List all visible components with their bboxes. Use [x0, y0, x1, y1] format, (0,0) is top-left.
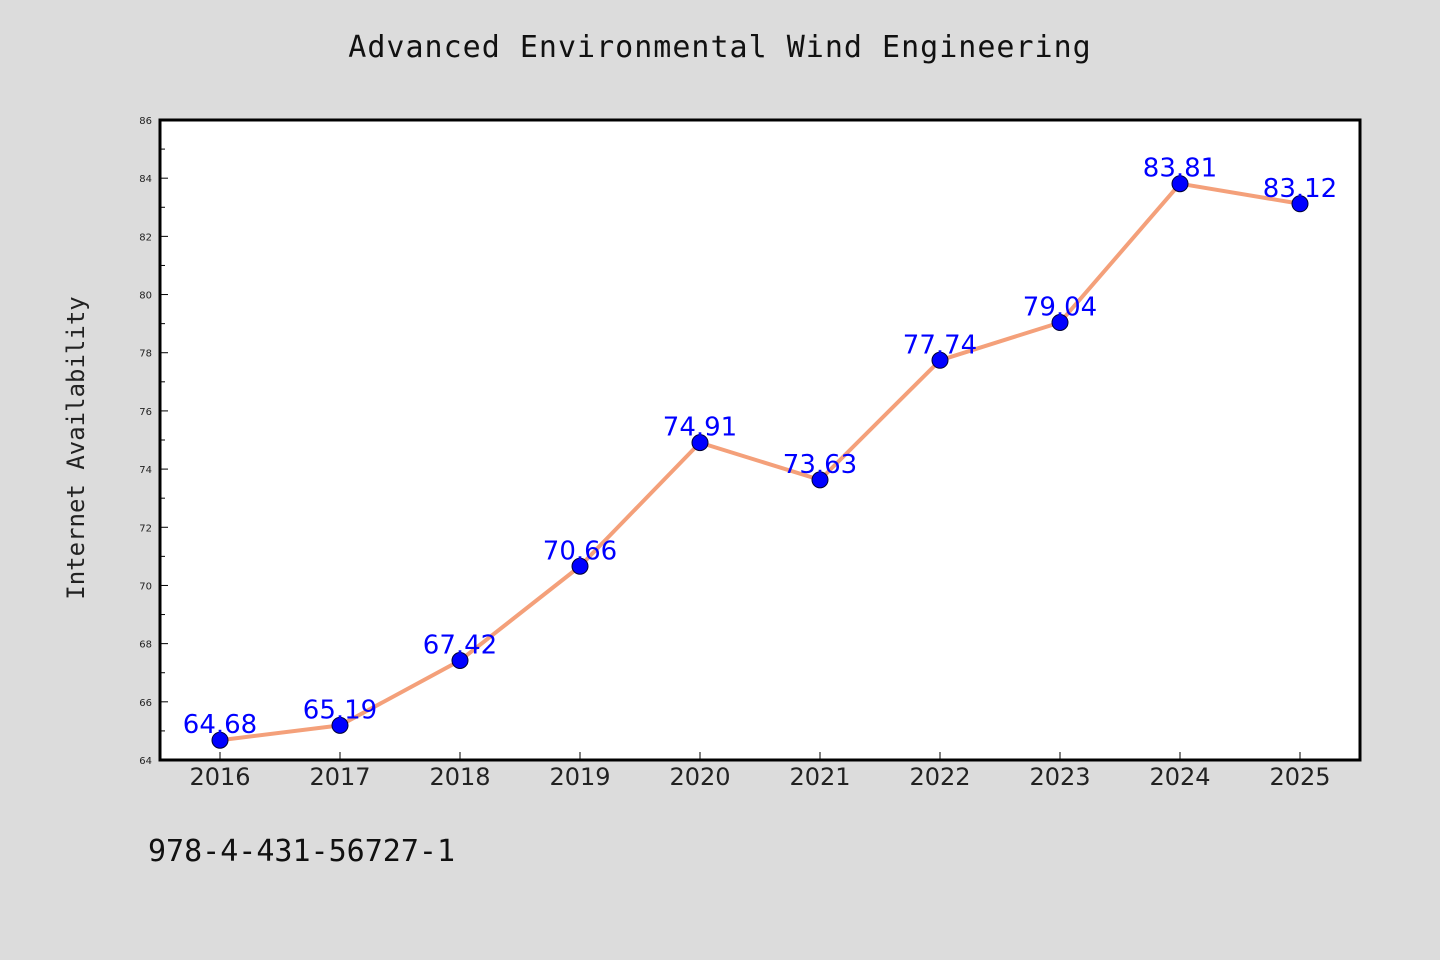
chart-title: Advanced Environmental Wind Engineering	[348, 30, 1092, 65]
x-axis: 2016 2017 2018 2019 2020 2021 2022 2023 2024 2025	[189, 752, 1331, 791]
isbn-text: 978-4-431-56727-1	[148, 834, 456, 869]
data-point	[1171, 175, 1189, 193]
data-label: 70.66	[543, 536, 617, 566]
data-label: 79.04	[1023, 292, 1097, 322]
data-point	[331, 716, 349, 734]
y-tick-label: 68	[139, 640, 152, 651]
y-tick-label: 70	[139, 581, 152, 592]
plot-frame	[158, 118, 1362, 762]
data-label: 74.91	[663, 413, 737, 443]
plot-area	[160, 120, 1360, 760]
x-tick-label: 2020	[669, 763, 730, 791]
y-tick-label: 64	[139, 756, 152, 767]
data-point	[691, 434, 709, 452]
series-markers	[211, 175, 1309, 749]
data-label: 83.12	[1263, 174, 1337, 204]
x-tick-label: 2023	[1029, 763, 1090, 791]
data-label: 73.63	[783, 450, 857, 480]
data-label: 83.81	[1143, 154, 1217, 184]
x-tick-label: 2018	[429, 763, 490, 791]
y-tick-label: 84	[139, 174, 152, 185]
data-point	[571, 557, 589, 575]
y-tick-label: 82	[139, 232, 152, 243]
x-tick-label: 2025	[1269, 763, 1330, 791]
data-point	[811, 471, 829, 489]
y-tick-label: 86	[139, 116, 152, 127]
data-label: 67.42	[423, 631, 497, 661]
x-tick-label: 2024	[1149, 763, 1210, 791]
x-tick-label: 2017	[309, 763, 370, 791]
x-tick-label: 2022	[909, 763, 970, 791]
data-point	[451, 652, 469, 670]
x-tick-label: 2016	[189, 763, 250, 791]
y-tick-label: 76	[139, 407, 152, 418]
data-label: 64.68	[183, 710, 257, 740]
y-tick-label: 72	[139, 523, 152, 534]
series-line	[219, 181, 1301, 743]
data-point	[211, 731, 229, 749]
x-tick-label: 2021	[789, 763, 850, 791]
y-tick-label: 78	[139, 349, 152, 360]
data-point	[931, 351, 949, 369]
data-point	[1291, 195, 1309, 213]
data-label: 65.19	[303, 695, 377, 725]
y-tick-label: 80	[139, 291, 152, 302]
y-tick-label: 66	[139, 698, 152, 709]
data-labels: 64.68 65.19 67.42 70.66 74.91 73.63 77.74 79.04…	[183, 154, 1337, 741]
x-tick-label: 2019	[549, 763, 610, 791]
data-point	[1051, 313, 1069, 331]
y-tick-label: 74	[139, 465, 152, 476]
data-label: 77.74	[903, 330, 977, 360]
